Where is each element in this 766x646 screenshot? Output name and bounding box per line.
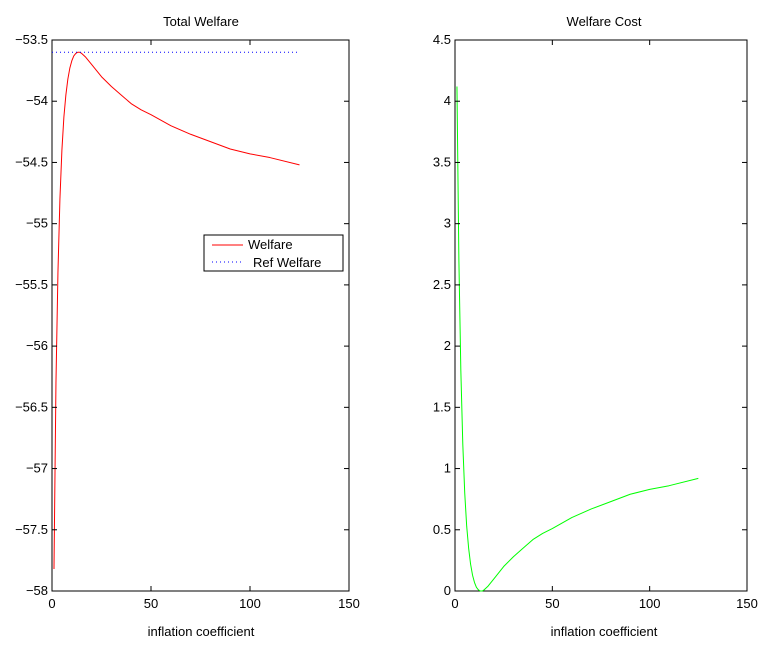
welfare-cost-tick-layer: 0 50 100 150 0 0.5 1 1.5 2 2.5 3 3.5 4 4.5 (433, 32, 758, 611)
total-welfare-ytick-label: −54.5 (15, 154, 48, 169)
total-welfare-panel: Total Welfare 0 50 100 150 −58 −57.5 −57 −56.5 −… (15, 14, 360, 639)
welfare-cost-ytick-label: 3.5 (433, 154, 451, 169)
welfare-cost-xtick-label: 50 (545, 596, 559, 611)
welfare-cost-title: Welfare Cost (567, 14, 642, 29)
total-welfare-ytick-label: −54 (26, 93, 48, 108)
total-welfare-ytick-label: −56 (26, 338, 48, 353)
total-welfare-legend: Welfare Ref Welfare (203, 234, 344, 272)
total-welfare-ytick-label: −53.5 (15, 32, 48, 47)
welfare-cost-series-layer (456, 86, 699, 592)
total-welfare-ytick-label: −55.5 (15, 277, 48, 292)
total-welfare-xtick-label: 150 (338, 596, 360, 611)
total-welfare-ytick-label: −56.5 (15, 399, 48, 414)
welfare-cost-ytick-label: 2 (444, 338, 451, 353)
total-welfare-xtick-label: 0 (48, 596, 55, 611)
total-welfare-title: Total Welfare (163, 14, 239, 29)
total-welfare-xtick-label: 100 (239, 596, 261, 611)
welfare-cost-ytick-label: 2.5 (433, 277, 451, 292)
total-welfare-series-layer (52, 51, 300, 569)
welfare-cost-ytick-label: 1.5 (433, 399, 451, 414)
total-welfare-xtick-label: 50 (144, 596, 158, 611)
legend-welfare-label: Welfare (248, 237, 293, 252)
welfare-cost-ytick-label: 1 (444, 461, 451, 476)
welfare-cost-xtick-label: 150 (736, 596, 758, 611)
welfare-cost-axes-box (454, 39, 748, 592)
legend-ref-welfare-label: Ref Welfare (253, 255, 321, 270)
welfare-cost-ytick-label: 0 (444, 583, 451, 598)
welfare-cost-series-line (456, 86, 699, 592)
welfare-cost-ytick-label: 0.5 (433, 522, 451, 537)
welfare-cost-ytick-label: 4 (444, 93, 451, 108)
welfare-series-line (53, 51, 300, 569)
welfare-cost-xlabel: inflation coefficient (551, 624, 658, 639)
total-welfare-axes-box (51, 39, 350, 592)
total-welfare-ytick-label: −58 (26, 583, 48, 598)
total-welfare-ytick-label: −57.5 (15, 522, 48, 537)
welfare-cost-xtick-label: 100 (639, 596, 661, 611)
welfare-cost-xtick-label: 0 (451, 596, 458, 611)
legend-box (203, 234, 344, 272)
total-welfare-ytick-label: −57 (26, 461, 48, 476)
total-welfare-tick-layer: 0 50 100 150 −58 −57.5 −57 −56.5 −56 −55.5 −55 −54.… (15, 32, 360, 611)
welfare-cost-ytick-label: 3 (444, 216, 451, 231)
total-welfare-xlabel: inflation coefficient (148, 624, 255, 639)
welfare-cost-panel: Welfare Cost 0 50 100 150 0 0.5 1 1.5 2 2.5 3 3.5 4 4… (433, 14, 758, 639)
total-welfare-ytick-label: −55 (26, 216, 48, 231)
welfare-cost-ytick-label: 4.5 (433, 32, 451, 47)
